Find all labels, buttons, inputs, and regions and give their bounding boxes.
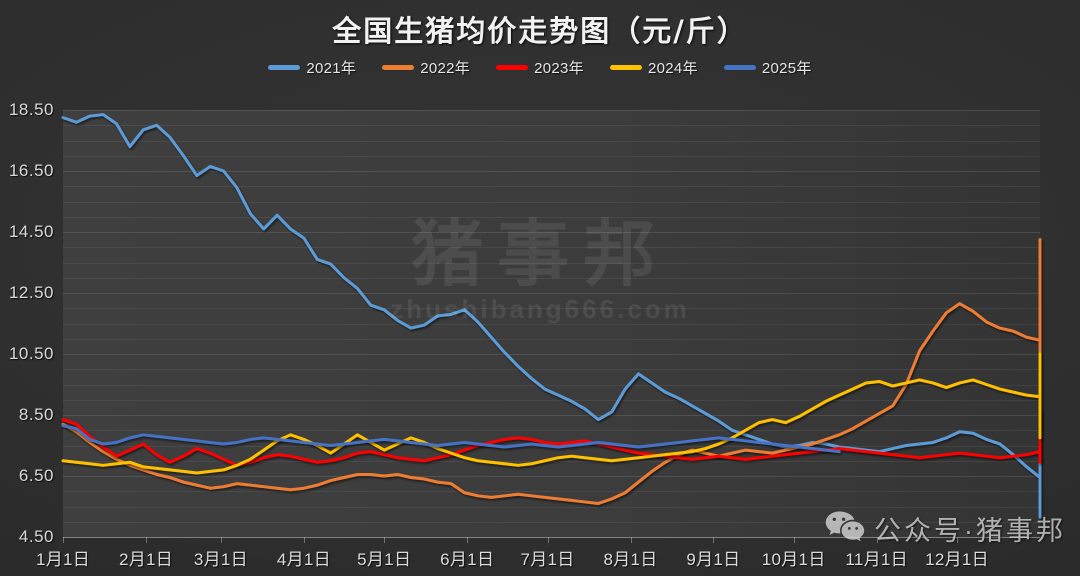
x-axis-tick (303, 537, 305, 543)
gridline (63, 323, 1040, 325)
y-axis-tick-label: 16.50 (8, 161, 54, 180)
x-axis-tick-label: 7月1日 (520, 550, 575, 569)
legend-item-2021年[interactable]: 2021年 (268, 57, 356, 78)
plot-area (61, 110, 1042, 538)
gridline (63, 384, 1040, 386)
gridline (63, 506, 1040, 508)
x-axis-tick (793, 537, 795, 543)
legend-swatch-icon (382, 65, 415, 70)
legend-item-2023年[interactable]: 2023年 (496, 57, 584, 78)
legend-label: 2023年 (534, 60, 584, 77)
chart-legend: 2021年 2022年 2023年 2024年 2025年 (0, 57, 1080, 78)
gridline (63, 460, 1040, 462)
y-axis-tick-label: 6.50 (18, 466, 54, 485)
x-axis-tick (630, 537, 632, 543)
y-axis-labels: 18.50 16.50 14.50 12.50 10.50 8.50 6.50 4.50 (0, 0, 63, 576)
gridline (63, 537, 1040, 538)
gridline (63, 399, 1040, 401)
gridline (63, 110, 1040, 111)
legend-swatch-icon (723, 65, 756, 70)
x-axis-tick-label: 12月1日 (925, 550, 989, 569)
gridline (63, 338, 1040, 340)
x-axis-tick (220, 537, 222, 543)
gridline (63, 476, 1040, 477)
gridline (63, 232, 1040, 233)
legend-label: 2021年 (306, 60, 357, 77)
series-lines (61, 113, 1042, 519)
legend-item-2024年[interactable]: 2024年 (609, 57, 698, 78)
series-line-2022年 (61, 238, 1042, 505)
x-axis-tick (467, 537, 469, 543)
x-axis-tick-label: 9月1日 (686, 550, 741, 569)
gridline (63, 430, 1040, 432)
x-axis-tick-label: 5月1日 (357, 550, 412, 569)
x-axis-tick-label: 11月1日 (845, 550, 908, 569)
gridline (63, 277, 1040, 279)
series-line-2024年 (61, 352, 1042, 475)
x-axis-tick (63, 537, 64, 543)
x-axis-tick (547, 537, 549, 543)
x-axis-tick-label: 3月1日 (193, 550, 248, 569)
gridline (63, 216, 1040, 218)
gridline (63, 201, 1040, 203)
gridline (63, 171, 1040, 172)
legend-label: 2024年 (647, 60, 698, 77)
y-axis-tick-label: 14.50 (8, 222, 54, 241)
gridline (63, 155, 1040, 157)
gridline (63, 491, 1040, 493)
y-axis-tick-label: 18.50 (8, 100, 54, 119)
legend-item-2022年[interactable]: 2022年 (382, 57, 470, 78)
gridline (63, 369, 1040, 371)
legend-swatch-icon (268, 65, 301, 70)
gridline (63, 308, 1040, 310)
series-line-2023年 (61, 410, 1042, 467)
x-axis-tick (384, 537, 386, 543)
legend-swatch-icon (609, 65, 642, 70)
y-axis-tick-label: 10.50 (8, 344, 54, 363)
y-axis-tick-label: 8.50 (18, 405, 54, 424)
x-axis-tick (957, 537, 958, 543)
x-axis-tick-label: 2月1日 (118, 550, 174, 569)
x-axis-tick-label: 10月1日 (761, 550, 826, 569)
legend-item-2025年[interactable]: 2025年 (723, 57, 812, 78)
x-axis-tick-label: 8月1日 (603, 550, 658, 569)
x-axis-tick (713, 537, 715, 543)
legend-swatch-icon (496, 65, 529, 70)
x-axis-tick-label: 1月1日 (35, 550, 91, 569)
y-axis-tick-label: 4.50 (18, 527, 54, 546)
x-axis-tick-label: 6月1日 (440, 550, 495, 569)
gridline (63, 247, 1040, 249)
x-axis-tick (876, 537, 878, 543)
x-axis-line (63, 537, 1040, 538)
x-axis-tick (146, 537, 147, 543)
legend-label: 2025年 (761, 60, 812, 77)
series-line-2021年 (61, 113, 1042, 519)
page-title: 全国生猪均价走势图（元/斤） (332, 14, 748, 48)
gridline (63, 521, 1040, 523)
gridline (63, 415, 1040, 416)
x-axis-labels: 1月1日 2月1日 3月1日 4月1日 5月1日 6月1日 7月1日 8月1日 9月1日 10月1… (0, 545, 1080, 576)
y-axis-tick-label: 12.50 (8, 283, 54, 302)
gridline (63, 293, 1040, 294)
legend-label: 2022年 (420, 60, 471, 77)
gridlines (63, 110, 1040, 538)
x-axis-tick-label: 4月1日 (276, 550, 331, 569)
gridline (63, 186, 1040, 188)
gridline (63, 125, 1040, 127)
gridline (63, 354, 1040, 355)
gridline (63, 262, 1040, 264)
gridline (63, 140, 1040, 142)
series-line-2025年 (61, 424, 841, 454)
